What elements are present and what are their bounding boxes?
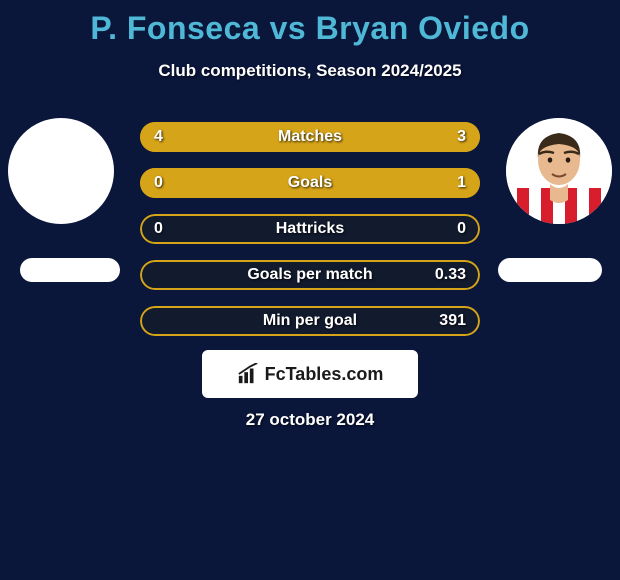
stat-value-right: 0.33	[410, 266, 480, 284]
subtitle: Club competitions, Season 2024/2025	[0, 61, 620, 81]
avatar-left	[8, 118, 114, 224]
stats-bars: 4Matches30Goals10Hattricks0Goals per mat…	[140, 122, 480, 352]
stat-value-right: 0	[410, 220, 480, 238]
avatar-right-illustration	[506, 118, 612, 224]
stat-row: Min per goal391	[140, 306, 480, 336]
avatar-right	[506, 118, 612, 224]
stat-value-left: 4	[140, 128, 210, 146]
stat-label: Matches	[210, 128, 410, 146]
logo-box: FcTables.com	[202, 350, 418, 398]
player-left-name-pill	[20, 258, 120, 282]
comparison-infographic: P. Fonseca vs Bryan Oviedo Club competit…	[0, 0, 620, 580]
stat-row: 0Goals1	[140, 168, 480, 198]
stat-label: Hattricks	[210, 220, 410, 238]
stat-row: 4Matches3	[140, 122, 480, 152]
stat-value-left: 0	[140, 220, 210, 238]
stat-label: Goals per match	[210, 266, 410, 284]
stat-label: Goals	[210, 174, 410, 192]
stat-value-right: 3	[410, 128, 480, 146]
stat-row: 0Hattricks0	[140, 214, 480, 244]
logo-text: FcTables.com	[265, 364, 384, 385]
stat-row: Goals per match0.33	[140, 260, 480, 290]
player-right-name-pill	[498, 258, 602, 282]
stat-value-right: 1	[410, 174, 480, 192]
stat-value-right: 391	[410, 312, 480, 330]
chart-icon	[237, 363, 259, 385]
date: 27 october 2024	[0, 410, 620, 430]
page-title: P. Fonseca vs Bryan Oviedo	[0, 0, 620, 47]
stat-value-left: 0	[140, 174, 210, 192]
stat-label: Min per goal	[210, 312, 410, 330]
